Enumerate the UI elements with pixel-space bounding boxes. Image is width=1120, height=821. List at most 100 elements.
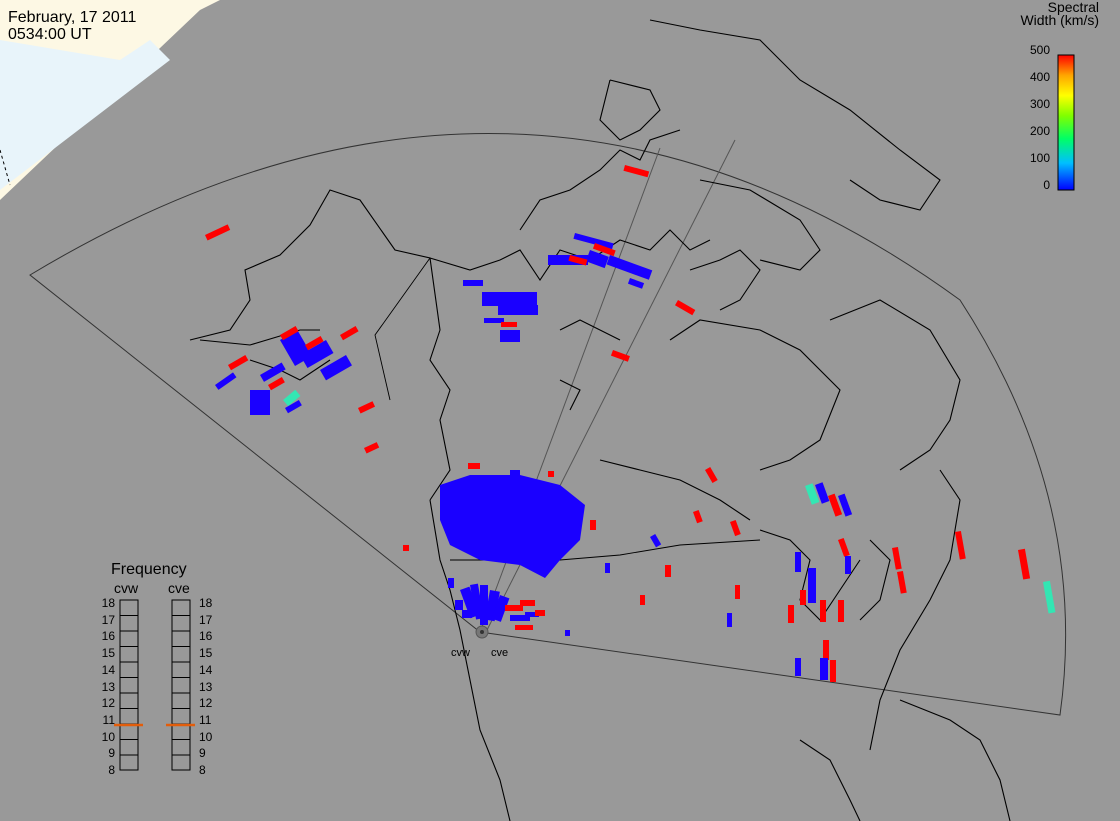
scatter-cell [299,340,334,368]
scatter-cell [838,493,853,517]
scatter-cell [897,570,907,594]
colorbar-units: Width (km/s) [1020,12,1099,28]
scatter-cell [463,280,483,286]
scatter-cell [585,250,609,269]
ice-region [0,40,170,190]
scatter-cell [606,254,653,280]
colorbar-tick: 500 [1029,43,1050,57]
frequency-scale-label: 18 [101,596,115,610]
scatter-cell [500,330,520,342]
scatter-cell [788,605,794,623]
frequency-scale-label: 14 [101,662,115,677]
scatter-cell [448,578,454,588]
scatter-cell [468,463,480,469]
frequency-scale-label: 16 [199,629,213,644]
frequency-scale-label: 16 [101,629,115,644]
scatter-cell [830,660,836,682]
scatter-cell [693,509,703,524]
scatter-cell [800,590,806,605]
frequency-scale-label: 13 [199,679,213,694]
scatter-cell [815,482,830,504]
frequency-scale-label: 9 [108,746,115,761]
scatter-cell [838,537,850,557]
frequency-scale-label: 14 [199,662,213,677]
scatter-cell [484,590,500,622]
scatter-cell [515,625,533,630]
frequency-scale-label: 8 [108,763,115,777]
scatter-cell [510,470,520,476]
frequency-scale-label: 15 [101,646,115,661]
scatter-blob [440,475,585,578]
scatter-cell [548,471,554,477]
scatter-cell [845,556,851,574]
scatter-cell [610,350,630,362]
scatter-cell [285,400,302,414]
frequency-scale-label: 17 [199,612,213,627]
colorbar-tick: 100 [1029,151,1050,165]
colorbar-tick: 300 [1029,97,1050,111]
scatter-cell [501,322,517,327]
scatter-cell [795,552,801,572]
scatter-cell [482,292,537,306]
spectral-width-colorbar [1057,54,1075,191]
scatter-cell [505,605,523,611]
date-label: February, 17 2011 [8,9,137,26]
scatter-cell [955,530,966,560]
scatter-cell [730,519,741,537]
colorbar-tick: 200 [1029,124,1050,138]
scatter-cell [250,390,270,415]
scatter-cell [364,442,380,454]
scatter-cell [358,401,376,414]
scatter-cell [820,658,828,680]
frequency-title: Frequency [111,561,187,578]
scatter-cell [623,165,650,178]
scatter-cell [627,278,645,289]
scatter-cell [892,546,902,570]
scatter-cell [491,595,510,622]
scatter-cell [650,534,662,548]
scatter-cell [520,600,535,606]
scatter-cell [535,610,545,616]
radar-label-cvw: cvw [451,647,470,659]
frequency-scale-label: 11 [102,712,115,727]
frequency-scale-label: 12 [199,696,213,711]
scatter-cell [204,224,231,241]
scatter-cell [640,595,645,605]
frequency-scale-label: 10 [199,729,213,744]
coastlines [189,19,1011,821]
scatter-cell [795,658,801,676]
frequency-bars [114,599,195,771]
frequency-scale-label: 8 [199,763,206,777]
scatter-cell [462,610,472,618]
scatter-cell [565,630,570,636]
scatter-cell [705,467,718,483]
scatter-cell [735,585,740,599]
scatter-cell [1017,548,1031,580]
scatter-cell [280,326,299,341]
scatter-cell [675,299,696,316]
scatter-cell [808,568,816,603]
scatter-cell [320,355,352,381]
scatter-cell [820,600,826,622]
scatter-cell [828,493,843,517]
field-of-view-outline [29,133,1067,716]
scatter-cell [260,362,286,382]
colorbar-title: Spectral [1047,0,1099,15]
scatter-cell [592,242,616,257]
scatter-cell [548,255,588,265]
colorbar-tick: 400 [1029,70,1050,84]
scatter-cell [605,563,610,573]
scatter-cell [727,613,732,627]
scatter-cell [590,520,596,530]
time-label: 0534:00 UT [8,26,92,43]
frequency-scale-label: 18 [199,596,213,610]
scatter-cell [805,483,820,505]
frequency-scale-label: 13 [101,679,115,694]
scatter-cell [304,336,324,351]
scatter-cell [498,305,538,315]
scatter-cell [823,640,829,660]
frequency-scale-label: 9 [199,746,206,761]
scatter-cell [268,377,285,391]
